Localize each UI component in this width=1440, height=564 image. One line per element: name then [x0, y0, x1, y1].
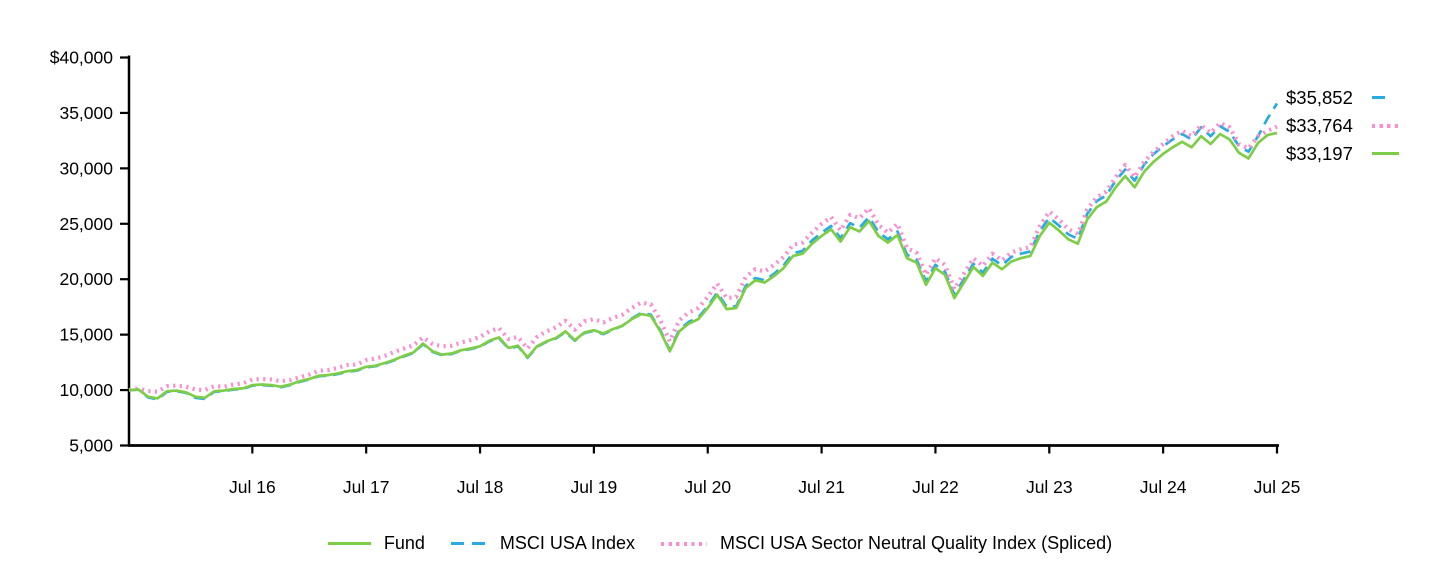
line-swatch-dashed-icon: [1372, 96, 1392, 99]
x-tick-label: Jul 25: [1254, 477, 1301, 497]
line-swatch-dashed-icon: [450, 542, 487, 545]
x-tick-label: Jul 23: [1026, 477, 1073, 497]
line-swatch-dotted-icon: [660, 541, 707, 546]
x-tick-label: Jul 17: [343, 477, 390, 497]
series-line-msci-usa-index: [128, 102, 1279, 401]
legend-item-fund: Fund: [327, 533, 425, 554]
legend-item-msci-usa-index: MSCI USA Index: [450, 533, 635, 554]
series-end-labels: $35,852 $33,764 $33,197: [1286, 86, 1399, 165]
x-tick-label: Jul 19: [571, 477, 618, 497]
legend-item-msci-quality-index: MSCI USA Sector Neutral Quality Index (S…: [660, 533, 1113, 554]
x-tick-label: Jul 21: [798, 477, 845, 497]
y-tick-label: 20,000: [59, 269, 113, 289]
y-tick-label: 5,000: [69, 436, 113, 456]
y-tick-label: 25,000: [59, 214, 113, 234]
legend-label: MSCI USA Index: [499, 533, 635, 553]
x-tick-label: Jul 20: [684, 477, 731, 497]
y-tick-label: $40,000: [50, 48, 114, 68]
y-tick-label: 15,000: [59, 325, 113, 345]
end-label-msci-usa-index: $35,852: [1286, 86, 1399, 109]
chart-legend: Fund MSCI USA Index MSCI USA Sector Neut…: [0, 533, 1440, 554]
legend-label: Fund: [383, 533, 425, 553]
end-value-text: $35,852: [1286, 86, 1353, 108]
series-line-msci-usa-sector-neutral-quality-index-spliced-: [128, 120, 1278, 394]
end-value-text: $33,764: [1286, 114, 1353, 136]
end-label-fund: $33,197: [1286, 142, 1399, 165]
end-label-msci-quality-index: $33,764: [1286, 114, 1399, 137]
series-line-fund: [128, 131, 1278, 400]
x-tick-label: Jul 18: [457, 477, 504, 497]
y-tick-label: 10,000: [59, 380, 113, 400]
x-tick-label: Jul 16: [229, 477, 276, 497]
x-tick-label: Jul 24: [1140, 477, 1187, 497]
end-value-text: $33,197: [1286, 142, 1353, 164]
legend-label: MSCI USA Sector Neutral Quality Index (S…: [719, 533, 1113, 553]
y-tick-label: 35,000: [59, 103, 113, 123]
line-swatch-solid-icon: [1372, 152, 1399, 155]
line-swatch-dotted-icon: [1372, 123, 1399, 128]
y-tick-label: 30,000: [59, 158, 113, 178]
x-tick-label: Jul 22: [912, 477, 959, 497]
line-swatch-solid-icon: [327, 542, 371, 545]
